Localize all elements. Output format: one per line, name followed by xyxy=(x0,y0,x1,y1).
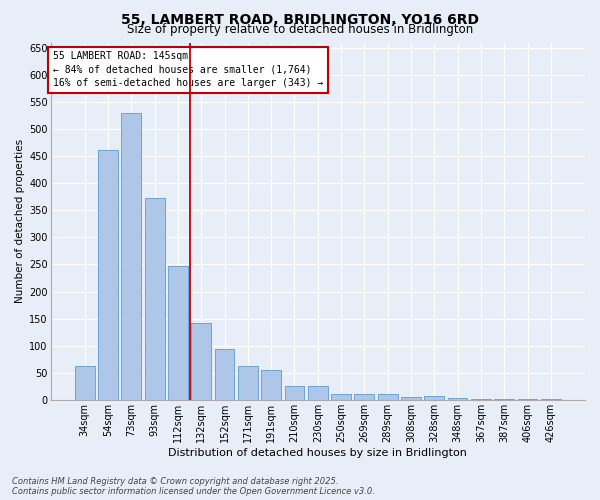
Bar xyxy=(331,394,351,400)
Bar xyxy=(98,150,118,400)
Y-axis label: Number of detached properties: Number of detached properties xyxy=(15,139,25,303)
Bar xyxy=(238,366,258,400)
Bar xyxy=(75,366,95,400)
Bar xyxy=(401,396,421,400)
Bar xyxy=(168,266,188,400)
Text: 55 LAMBERT ROAD: 145sqm
← 84% of detached houses are smaller (1,764)
16% of semi: 55 LAMBERT ROAD: 145sqm ← 84% of detache… xyxy=(53,52,323,88)
Bar xyxy=(448,398,467,400)
Text: 55, LAMBERT ROAD, BRIDLINGTON, YO16 6RD: 55, LAMBERT ROAD, BRIDLINGTON, YO16 6RD xyxy=(121,12,479,26)
Bar xyxy=(494,398,514,400)
Text: Contains HM Land Registry data © Crown copyright and database right 2025.
Contai: Contains HM Land Registry data © Crown c… xyxy=(12,476,375,496)
Bar xyxy=(355,394,374,400)
Bar xyxy=(308,386,328,400)
Bar xyxy=(121,113,141,400)
Bar xyxy=(424,396,444,400)
X-axis label: Distribution of detached houses by size in Bridlington: Distribution of detached houses by size … xyxy=(169,448,467,458)
Bar xyxy=(378,394,398,400)
Bar xyxy=(261,370,281,400)
Text: Size of property relative to detached houses in Bridlington: Size of property relative to detached ho… xyxy=(127,22,473,36)
Bar xyxy=(191,323,211,400)
Bar xyxy=(145,198,164,400)
Bar xyxy=(284,386,304,400)
Bar xyxy=(215,350,235,400)
Bar xyxy=(471,398,491,400)
